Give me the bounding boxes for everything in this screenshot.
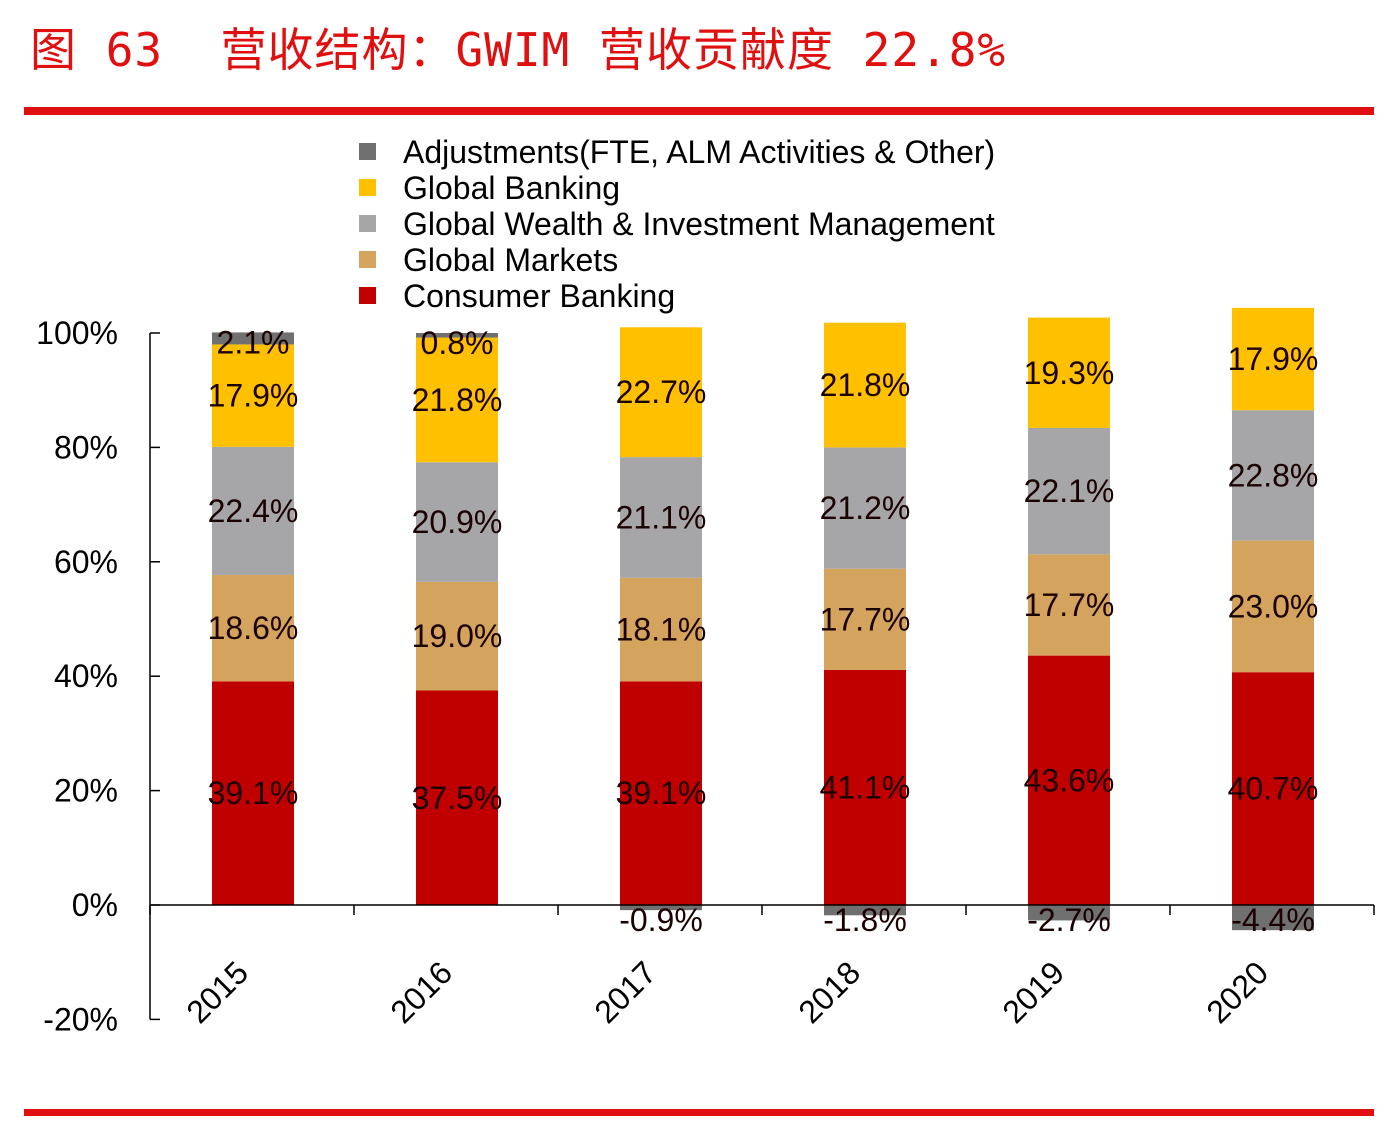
bar-segment [824,905,906,916]
legend-label: Adjustments(FTE, ALM Activities & Other) [403,134,995,170]
data-label: 17.9% [208,378,299,414]
bar-segment [1028,554,1110,656]
data-label: 40.7% [1228,771,1319,807]
bar-segment [1028,905,1110,921]
bar-segment [1232,410,1314,541]
data-label: 17.7% [1024,587,1115,623]
x-tick-label: 2019 [995,954,1071,1030]
y-tick-label: 60% [54,544,118,580]
data-label: 22.1% [1024,473,1115,509]
bar-segment [416,333,498,338]
data-label: 22.4% [208,493,299,529]
data-label: 39.1% [616,775,707,811]
data-label: 18.6% [208,610,299,646]
data-label: 22.8% [1228,457,1319,493]
bar-segment [416,581,498,691]
bar-segment [620,905,702,911]
data-label: 20.9% [412,504,503,540]
bar-segment [1232,307,1314,411]
bar-segment [1232,540,1314,673]
y-tick-label: 100% [36,315,118,351]
y-tick-label: 80% [54,429,118,465]
bar-segment [620,457,702,578]
legend-label: Global Banking [403,170,620,206]
data-label: -1.8% [823,902,907,938]
legend-swatch [359,251,376,268]
bar-segment [620,327,702,458]
bar-segment [1028,317,1110,428]
data-label: -4.4% [1231,902,1315,938]
bar-segment [824,669,906,905]
x-tick-label: 2018 [791,954,867,1030]
y-tick-label: 20% [54,773,118,809]
bar-segment [212,332,294,345]
data-label: 2.1% [217,324,290,360]
x-tick-label: 2015 [179,954,255,1030]
data-label: 43.6% [1024,762,1115,798]
bar-segment [212,574,294,682]
bar-segment [416,690,498,905]
bar-segment [212,344,294,447]
bar-segment [1232,905,1314,931]
data-label: 17.7% [820,601,911,637]
bar-segment [416,337,498,463]
y-tick-label: -20% [43,1001,118,1037]
data-label: -0.9% [619,902,703,938]
bar-segment [416,462,498,582]
legend-swatch [359,143,376,160]
data-label: 37.5% [412,780,503,816]
bar-segment [620,577,702,682]
legend-swatch [359,287,376,304]
data-label: 21.2% [820,490,911,526]
data-label: 21.8% [412,382,503,418]
bar-segment [1028,427,1110,555]
bar-segment [824,568,906,670]
y-tick-label: 40% [54,658,118,694]
title-rule [24,107,1374,115]
legend-label: Global Markets [403,242,618,278]
data-label: 0.8% [421,325,494,361]
bar-segment [824,447,906,569]
data-label: 21.8% [820,367,911,403]
bar-segment [212,446,294,575]
bar-segment [1028,655,1110,905]
data-label: 21.1% [616,499,707,535]
bar-segment [620,681,702,905]
bar-segment [824,322,906,448]
x-tick-label: 2016 [383,954,459,1030]
legend-label: Global Wealth & Investment Management [403,206,995,242]
data-label: -2.7% [1027,902,1111,938]
data-label: 39.1% [208,775,299,811]
legend-label: Consumer Banking [403,278,675,314]
data-label: 23.0% [1228,588,1319,624]
data-label: 41.1% [820,769,911,805]
x-tick-label: 2017 [587,954,663,1030]
legend-swatch [359,179,376,196]
data-label: 19.3% [1024,355,1115,391]
data-label: 17.9% [1228,341,1319,377]
bar-segment [212,681,294,905]
chart-title: 图 63 营收结构：GWIM 营收贡献度 22.8% [30,23,1007,77]
legend-swatch [359,215,376,232]
bar-segment [1232,672,1314,905]
data-label: 18.1% [616,612,707,648]
y-tick-label: 0% [72,887,118,923]
bottom-rule [24,1109,1374,1116]
data-label: 19.0% [412,618,503,654]
x-tick-label: 2020 [1199,954,1275,1030]
data-label: 22.7% [616,374,707,410]
